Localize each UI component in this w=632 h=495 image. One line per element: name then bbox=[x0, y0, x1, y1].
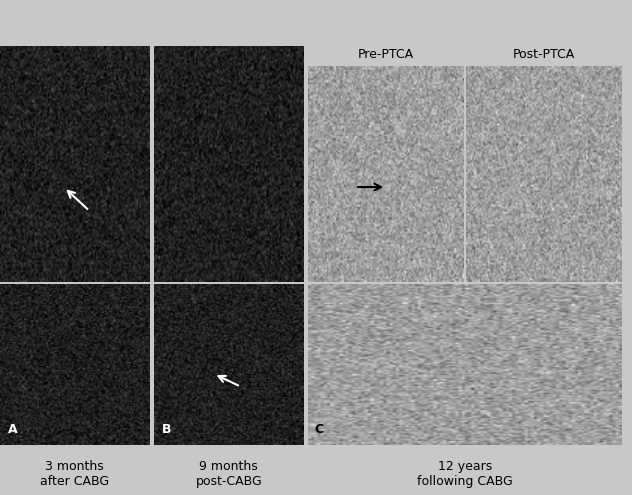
Text: C: C bbox=[315, 424, 324, 437]
Text: B: B bbox=[162, 424, 171, 437]
Text: A: A bbox=[8, 424, 17, 437]
Text: 12 years
following CABG: 12 years following CABG bbox=[417, 460, 513, 488]
Text: 9 months
post-CABG: 9 months post-CABG bbox=[195, 460, 262, 488]
Text: 3 months
after CABG: 3 months after CABG bbox=[40, 460, 109, 488]
Text: Pre-PTCA: Pre-PTCA bbox=[358, 49, 414, 61]
Text: Post-PTCA: Post-PTCA bbox=[513, 49, 575, 61]
